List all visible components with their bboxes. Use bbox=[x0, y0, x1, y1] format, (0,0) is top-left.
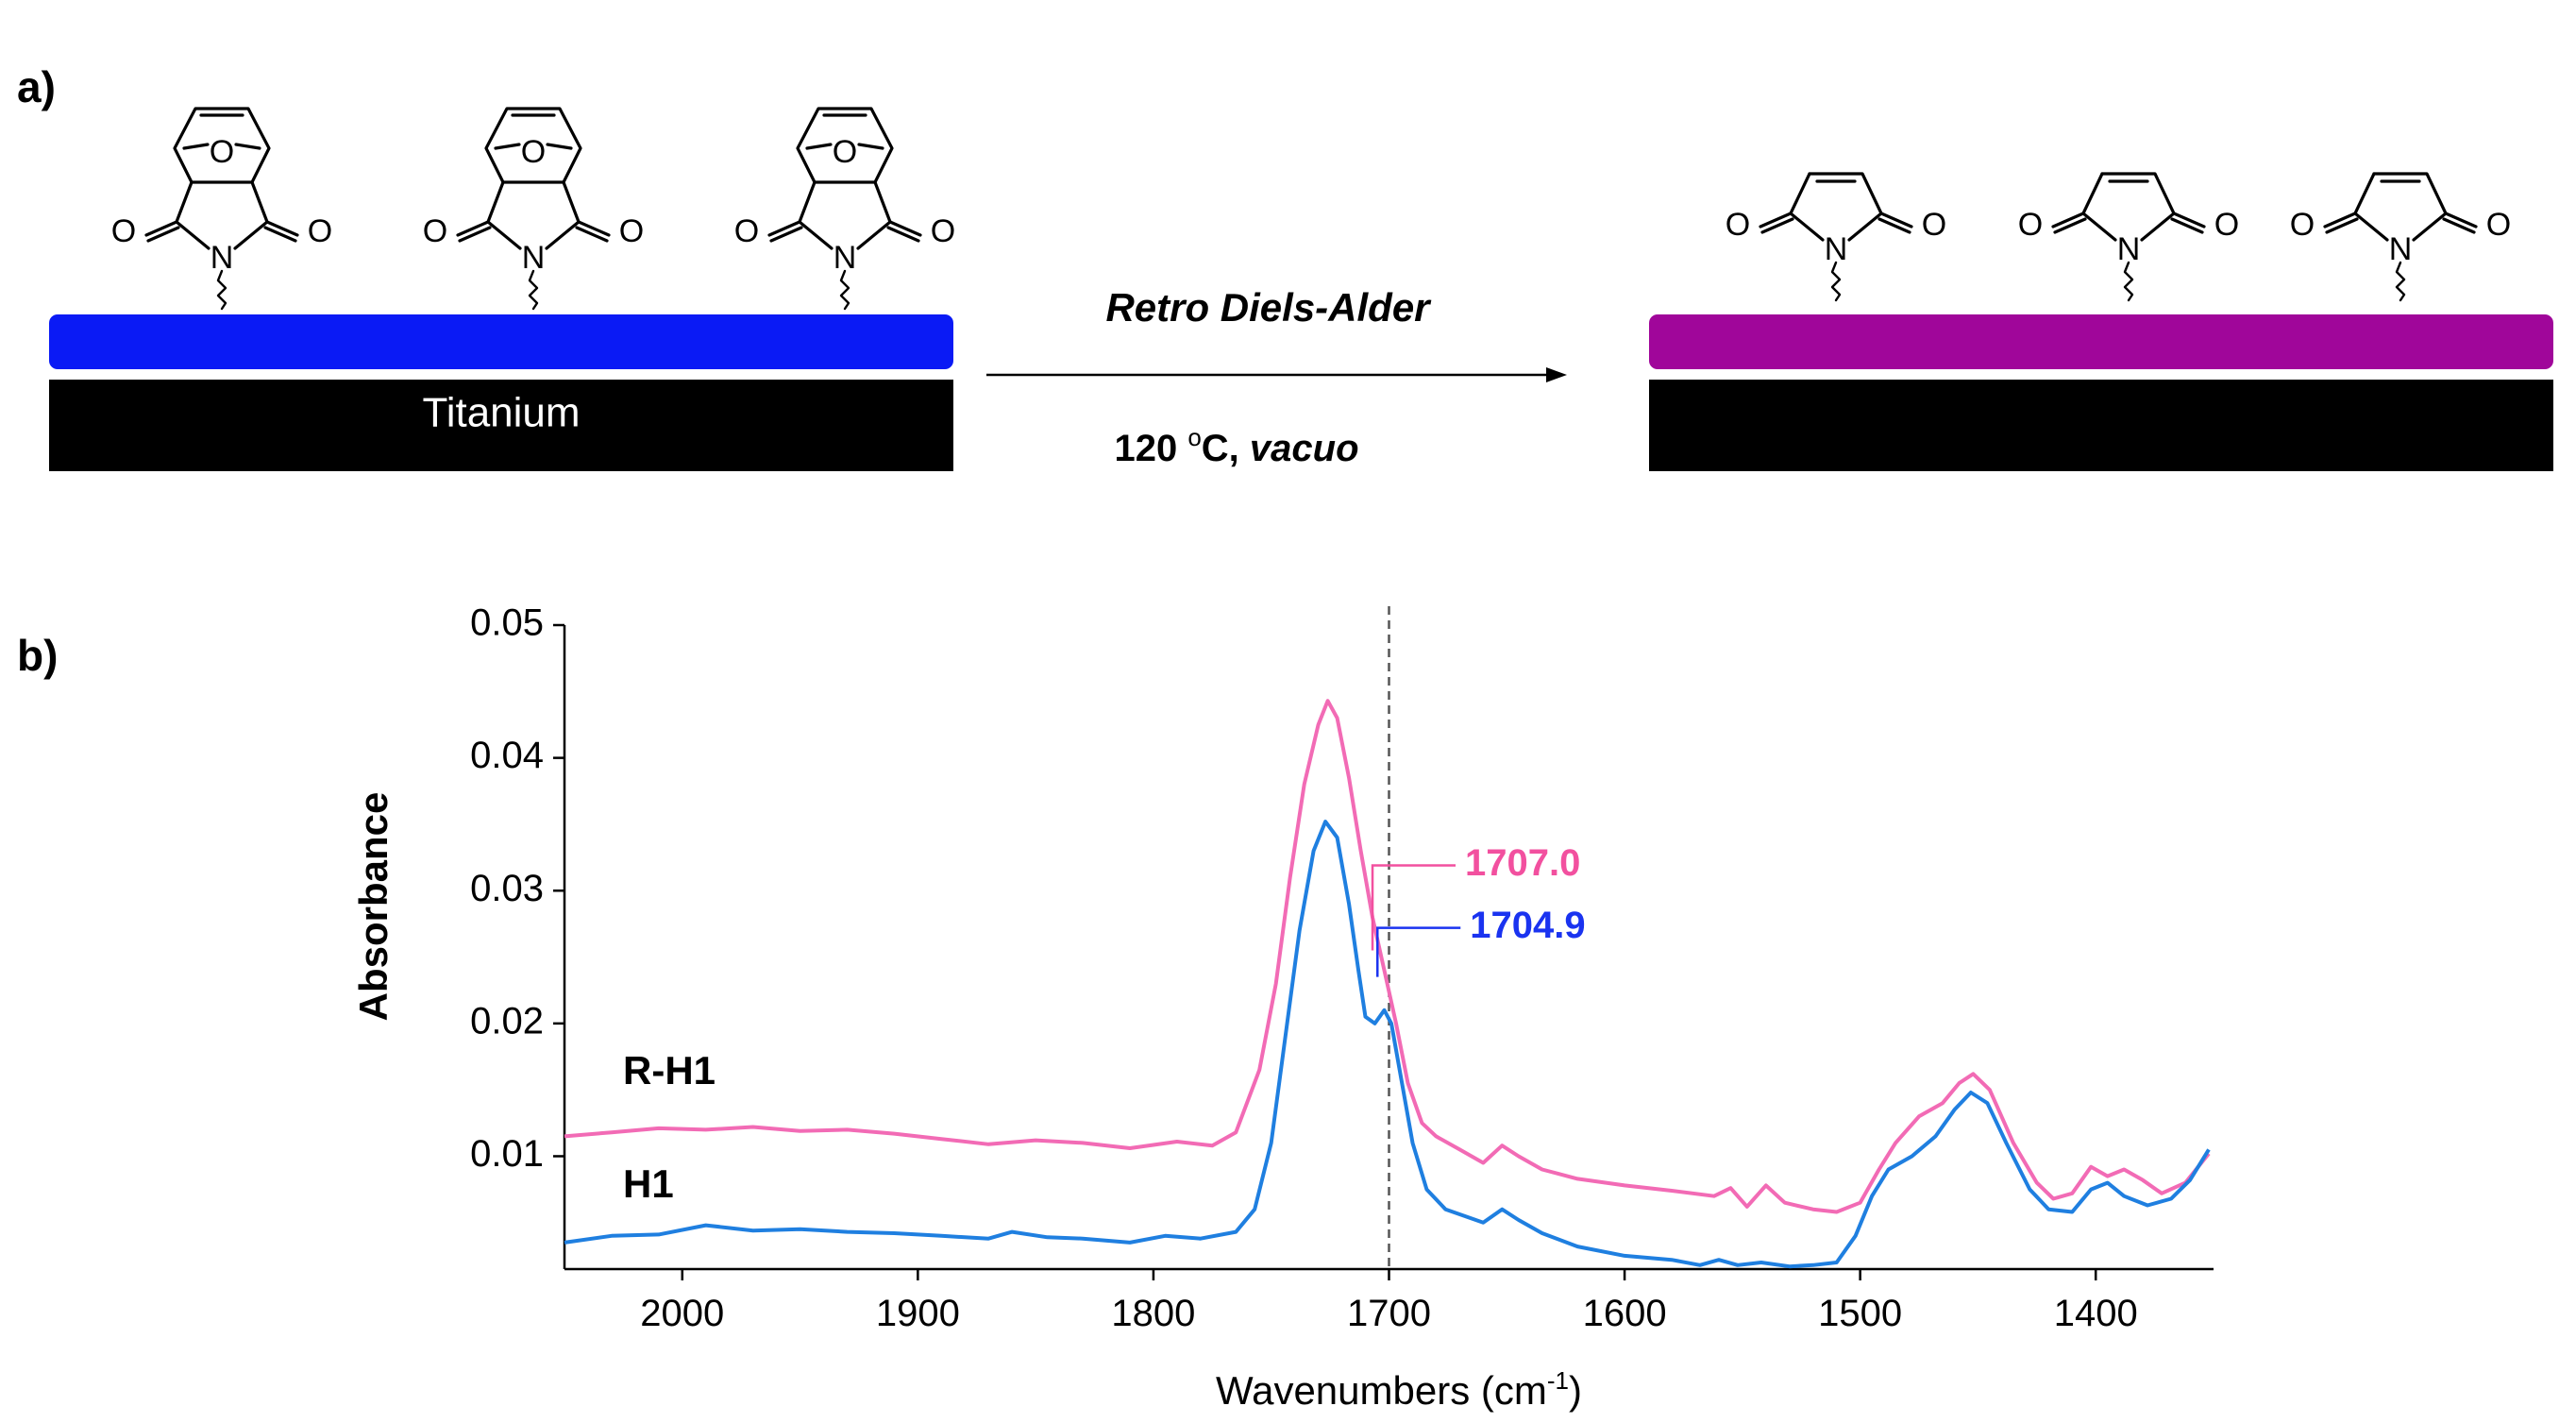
carbonyl-oxygen-atom: O bbox=[308, 213, 332, 249]
spectrum-chart: 0.01 0.02 0.03 0.04 0.05 2000 1900 1800 1700 160… bbox=[351, 602, 2214, 1413]
carbonyl-oxygen-atom: O bbox=[2290, 207, 2315, 243]
carbonyl-oxygen-atom: O bbox=[2486, 207, 2511, 243]
y-axis-title: Absorbance bbox=[351, 792, 396, 1022]
x-tick-label: 1400 bbox=[2054, 1293, 2138, 1334]
carbonyl-oxygen-atom: O bbox=[111, 213, 136, 249]
protected-layer-bar bbox=[49, 314, 953, 369]
panel-a-label: a) bbox=[17, 62, 56, 111]
carbonyl-oxygen-atom: O bbox=[1726, 207, 1750, 243]
x-tick-label: 1700 bbox=[1347, 1293, 1431, 1334]
series-line-r-h1 bbox=[564, 699, 2211, 1214]
substrate-label: Titanium bbox=[422, 390, 580, 436]
series-lines bbox=[564, 699, 2211, 1269]
x-tick-label: 1500 bbox=[1818, 1293, 1902, 1334]
reaction-conditions: 120 oC, vacuo bbox=[1114, 423, 1358, 469]
y-tick-label: 0.04 bbox=[470, 735, 544, 776]
series-line-h1 bbox=[564, 820, 2211, 1269]
y-axis: 0.01 0.02 0.03 0.04 0.05 bbox=[470, 602, 566, 1269]
carbonyl-oxygen-atom: O bbox=[2018, 207, 2043, 243]
x-tick-label: 1600 bbox=[1583, 1293, 1667, 1334]
y-tick-label: 0.03 bbox=[470, 868, 544, 909]
x-axis-title-tail: ) bbox=[1569, 1368, 1582, 1413]
x-axis-title-main: Wavenumbers (cm bbox=[1216, 1368, 1547, 1413]
carbonyl-oxygen-atom: O bbox=[2214, 207, 2239, 243]
conditions-temperature: 120 bbox=[1114, 428, 1187, 469]
bridge-oxygen-atom: O bbox=[833, 134, 857, 170]
bridge-oxygen-atom: O bbox=[210, 134, 234, 170]
imide-nitrogen-atom: N bbox=[1825, 231, 1848, 267]
peak-label: 1704.9 bbox=[1470, 905, 1585, 946]
y-tick-label: 0.05 bbox=[470, 602, 544, 644]
peak-annotations: 1707.0 1704.9 bbox=[1371, 842, 1586, 977]
maleimide-molecules: O O N O O N O O N bbox=[1726, 172, 2511, 302]
series-label-r-h1: R-H1 bbox=[623, 1048, 716, 1093]
x-axis: 2000 1900 1800 1700 1600 1500 1400 bbox=[564, 1267, 2214, 1334]
maleimide-layer-bar bbox=[1649, 314, 2553, 369]
oxa-norbornene-molecule: O O O N bbox=[423, 107, 644, 311]
peak-leader-line bbox=[1376, 926, 1461, 977]
series-label-h1: H1 bbox=[623, 1161, 674, 1206]
x-tick-label: 1900 bbox=[876, 1293, 960, 1334]
x-axis-title: Wavenumbers (cm-1) bbox=[1216, 1366, 1582, 1413]
y-tick-label: 0.02 bbox=[470, 1000, 544, 1042]
y-tick-label: 0.01 bbox=[470, 1133, 544, 1175]
x-tick-label: 1800 bbox=[1111, 1293, 1195, 1334]
carbonyl-oxygen-atom: O bbox=[734, 213, 759, 249]
titanium-substrate-right bbox=[1649, 380, 2553, 471]
oxa-norbornene-molecule: O O O N bbox=[111, 107, 332, 311]
titanium-substrate-left bbox=[49, 380, 953, 471]
conditions-unit: C, bbox=[1202, 428, 1250, 469]
maleimide-molecule: O O N bbox=[2290, 172, 2511, 302]
reaction-name: Retro Diels-Alder bbox=[1105, 285, 1432, 330]
imide-nitrogen-atom: N bbox=[2117, 231, 2141, 267]
carbonyl-oxygen-atom: O bbox=[1922, 207, 1946, 243]
reaction-arrow bbox=[986, 367, 1567, 382]
x-axis-title-sup: -1 bbox=[1547, 1366, 1569, 1395]
peak-label: 1707.0 bbox=[1465, 842, 1580, 884]
conditions-environment: vacuo bbox=[1250, 428, 1359, 469]
carbonyl-oxygen-atom: O bbox=[423, 213, 447, 249]
imide-nitrogen-atom: N bbox=[210, 240, 234, 276]
imide-nitrogen-atom: N bbox=[522, 240, 546, 276]
x-tick-label: 2000 bbox=[640, 1293, 724, 1334]
oxa-norbornene-molecule: O O O N bbox=[734, 107, 955, 311]
peak-leader-line bbox=[1371, 864, 1456, 951]
maleimide-molecule: O O N bbox=[1726, 172, 1946, 302]
degree-sign: o bbox=[1187, 423, 1201, 451]
protected-molecules: O O O N O O O N O O O N bbox=[111, 107, 955, 311]
imide-nitrogen-atom: N bbox=[833, 240, 857, 276]
carbonyl-oxygen-atom: O bbox=[931, 213, 955, 249]
carbonyl-oxygen-atom: O bbox=[619, 213, 644, 249]
panel-b-label: b) bbox=[17, 631, 58, 680]
imide-nitrogen-atom: N bbox=[2389, 231, 2413, 267]
maleimide-molecule: O O N bbox=[2018, 172, 2239, 302]
bridge-oxygen-atom: O bbox=[521, 134, 546, 170]
